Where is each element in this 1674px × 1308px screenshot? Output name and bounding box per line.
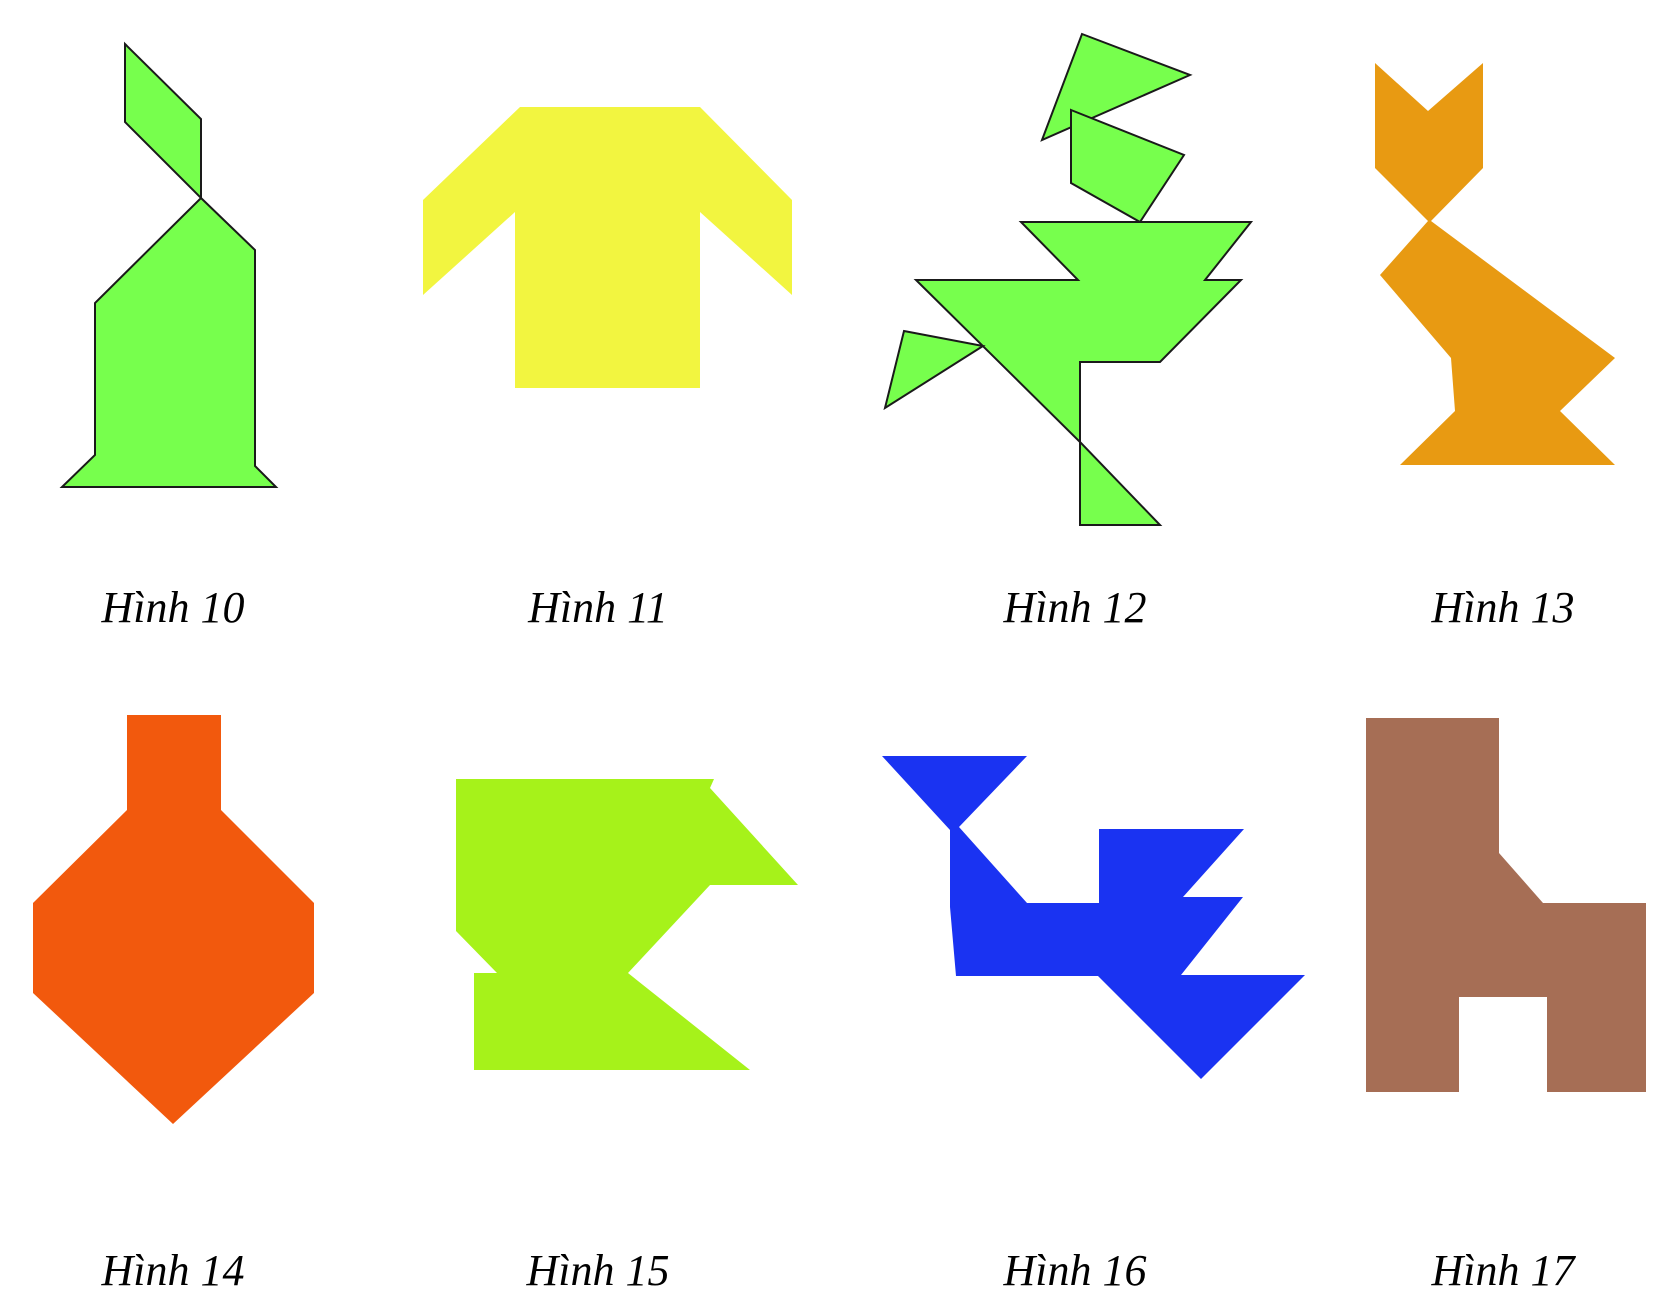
figure-16-bird bbox=[882, 756, 1305, 1079]
rabbit-ear-parallelogram bbox=[125, 44, 201, 198]
figure-11-shirt bbox=[423, 107, 792, 388]
caption-figure-14: Hình 14 bbox=[101, 1246, 245, 1295]
caption-figure-15: Hình 15 bbox=[526, 1246, 670, 1295]
bird-shape bbox=[882, 756, 1305, 1079]
vase-shape bbox=[33, 715, 314, 1124]
cat-shape bbox=[1375, 63, 1615, 465]
figure-12-dancer bbox=[885, 34, 1251, 525]
caption-figure-17: Hình 17 bbox=[1431, 1246, 1577, 1295]
dancer-arm-triangle bbox=[885, 331, 983, 408]
figure-17-chair bbox=[1366, 718, 1646, 1092]
caption-figure-16: Hình 16 bbox=[1003, 1246, 1147, 1295]
shirt-shape bbox=[423, 107, 792, 388]
caption-figure-10: Hình 10 bbox=[101, 583, 245, 632]
figure-15-cup bbox=[456, 779, 798, 1070]
rabbit-body bbox=[62, 198, 276, 487]
dancer-head-triangle bbox=[1042, 34, 1190, 140]
cup-shape bbox=[456, 779, 798, 1070]
caption-figure-12: Hình 12 bbox=[1003, 583, 1147, 632]
dancer-body bbox=[916, 222, 1251, 525]
caption-figure-11: Hình 11 bbox=[527, 583, 668, 632]
dancer-neck-square bbox=[1071, 110, 1184, 222]
figure-14-vase bbox=[33, 715, 314, 1124]
figure-10-rabbit bbox=[62, 44, 276, 487]
chair-shape bbox=[1366, 718, 1646, 1092]
figure-13-cat bbox=[1375, 63, 1615, 465]
caption-figure-13: Hình 13 bbox=[1431, 583, 1575, 632]
